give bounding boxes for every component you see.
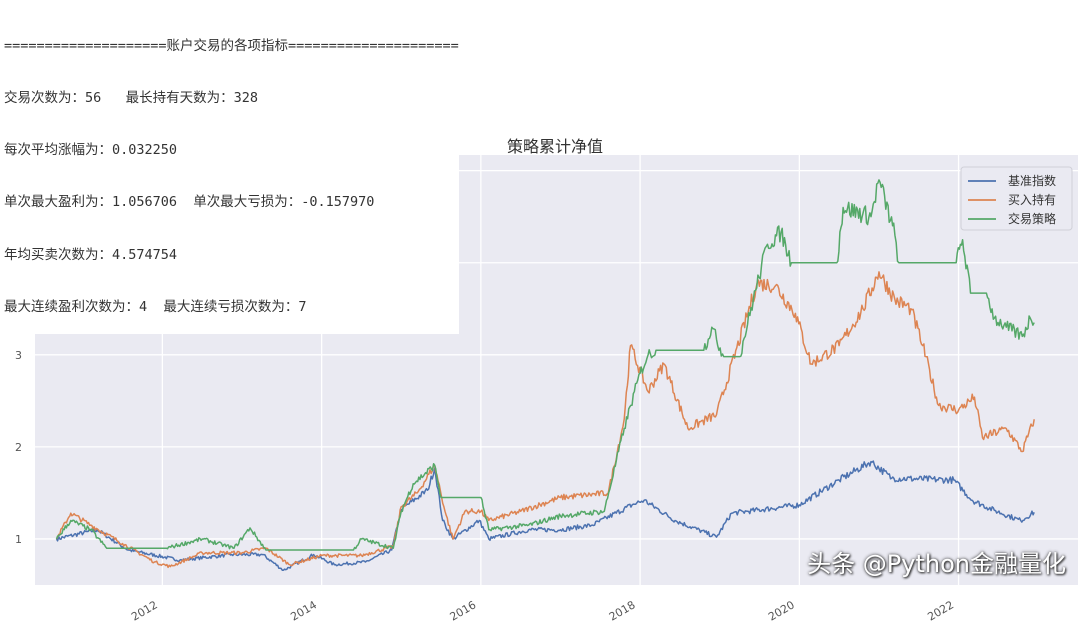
x-tick-label: 2022 bbox=[925, 598, 956, 623]
stats-line: 年均买卖次数为：4.574754 bbox=[4, 246, 178, 263]
x-tick-label: 2018 bbox=[607, 598, 638, 623]
legend-label: 基准指数 bbox=[1008, 173, 1056, 188]
stats-line: 单次最大盈利为：1.056706 单次最大亏损为：-0.157970 bbox=[4, 194, 375, 211]
y-tick-label: 3 bbox=[15, 349, 22, 362]
chart-title: 策略累计净值 bbox=[507, 137, 603, 156]
series-lines bbox=[55, 179, 1035, 572]
y-tick-label: 1 bbox=[15, 533, 22, 546]
series-line-2 bbox=[55, 271, 1035, 569]
legend-box bbox=[960, 166, 1073, 231]
stats-line: 每次平均涨幅为：0.032250 bbox=[4, 142, 178, 159]
legend-label: 交易策略 bbox=[1008, 211, 1056, 226]
series-line-3 bbox=[55, 179, 1035, 551]
x-tick-label: 2014 bbox=[288, 598, 319, 623]
stats-output: ====================账户交易的各项指标===========… bbox=[4, 3, 459, 334]
stats-header: ====================账户交易的各项指标===========… bbox=[4, 37, 459, 54]
watermark: 头条 @Python金融量化 bbox=[807, 550, 1066, 578]
y-tick-label: 2 bbox=[15, 441, 22, 454]
stats-line: 交易次数为：56 最长持有天数为：328 bbox=[4, 90, 259, 107]
x-tick-label: 2012 bbox=[129, 598, 160, 623]
stats-line: 最大连续盈利次数为：4 最大连续亏损次数为：7 bbox=[4, 298, 307, 315]
chart: 20122014201620182020202212345 策略累计净值 基准指… bbox=[15, 137, 1078, 624]
x-tick-label: 2016 bbox=[448, 598, 479, 623]
x-tick-label: 2020 bbox=[766, 598, 797, 623]
legend-label: 买入持有 bbox=[1008, 192, 1056, 207]
